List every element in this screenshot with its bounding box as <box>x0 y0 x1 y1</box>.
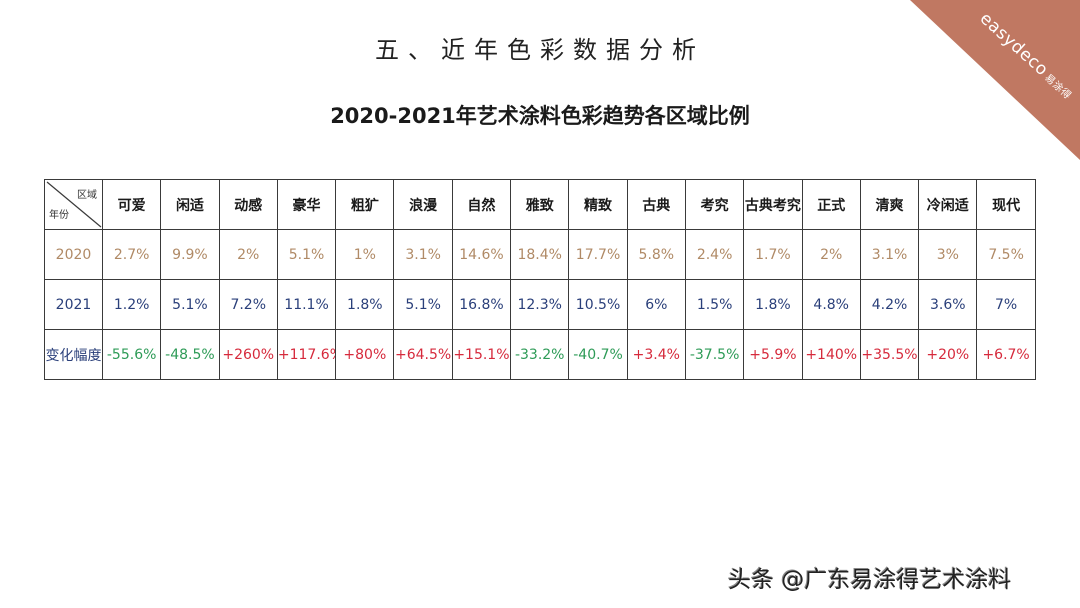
column-header: 粗犷 <box>335 179 395 230</box>
section-title: 五、近年色彩数据分析 <box>375 36 705 64</box>
change-cell: +15.1% <box>451 329 512 380</box>
value-cell: 16.8% <box>451 279 512 330</box>
change-cell: -48.5% <box>160 329 220 380</box>
row-label: 变化幅度 <box>44 329 103 380</box>
table-row: 变化幅度-55.6%-48.5%+260%+117.6%+80%+64.5%+1… <box>44 329 1036 380</box>
column-header: 可爱 <box>101 179 162 230</box>
year-label: 年份 <box>49 210 69 221</box>
value-cell: 7.5% <box>976 229 1036 280</box>
column-header: 浪漫 <box>393 179 453 230</box>
column-header: 雅致 <box>510 179 570 230</box>
value-cell: 5.1% <box>276 229 337 280</box>
column-header: 冷闲适 <box>918 179 978 230</box>
value-cell: 18.4% <box>510 229 570 280</box>
value-cell: 3% <box>918 229 978 280</box>
color-trend-table: 区域 年份 可爱 闲适 动感 豪华 粗犷 浪漫 自然 雅致 精致 古典 考究 古典考究 正式 清爽 冷闲适 现代 2… <box>44 179 1036 380</box>
change-cell: +3.4% <box>626 329 686 380</box>
value-cell: 9.9% <box>160 229 220 280</box>
change-cell: -40.7% <box>568 329 628 380</box>
value-cell: 2% <box>801 229 861 280</box>
column-header: 闲适 <box>160 179 220 230</box>
value-cell: 7.2% <box>218 279 278 330</box>
change-cell: +20% <box>918 329 978 380</box>
value-cell: 6% <box>626 279 686 330</box>
table-row: 2020 2.7% 9.9% 2% 5.1% 1% 3.1% 14.6% 18.4% 17.7% 5… <box>44 229 1036 280</box>
change-cell: +6.7% <box>976 329 1036 380</box>
table-row: 2021 1.2% 5.1% 7.2% 11.1% 1.8% 5.1% 16.8% 12.3% 1… <box>44 279 1036 330</box>
value-cell: 1.5% <box>684 279 745 330</box>
change-cell: +260% <box>218 329 278 380</box>
column-header: 现代 <box>976 179 1036 230</box>
value-cell: 1.2% <box>101 279 162 330</box>
value-cell: 2.7% <box>101 229 162 280</box>
change-cell: +117.6% <box>276 329 337 380</box>
value-cell: 4.8% <box>801 279 861 330</box>
diagonal-divider <box>46 181 102 228</box>
value-cell: 10.5% <box>568 279 628 330</box>
value-cell: 5.1% <box>393 279 453 330</box>
column-header: 古典考究 <box>743 179 803 230</box>
value-cell: 2% <box>218 229 278 280</box>
column-header: 古典 <box>626 179 686 230</box>
corner-header-cell: 区域 年份 <box>44 179 103 230</box>
value-cell: 4.2% <box>859 279 920 330</box>
row-label: 2021 <box>44 279 103 330</box>
value-cell: 14.6% <box>451 229 512 280</box>
change-cell: +140% <box>801 329 861 380</box>
value-cell: 12.3% <box>510 279 570 330</box>
watermark: 头条 @广东易涂得艺术涂料 <box>728 567 1012 593</box>
region-label: 区域 <box>77 190 97 201</box>
change-cell: +64.5% <box>393 329 453 380</box>
column-header: 清爽 <box>859 179 920 230</box>
value-cell: 1% <box>335 229 395 280</box>
value-cell: 3.1% <box>393 229 453 280</box>
column-header: 考究 <box>684 179 745 230</box>
table-title: 2020-2021年艺术涂料色彩趋势各区域比例 <box>330 104 750 128</box>
change-cell: +5.9% <box>743 329 803 380</box>
change-cell: +80% <box>335 329 395 380</box>
value-cell: 11.1% <box>276 279 337 330</box>
value-cell: 5.1% <box>160 279 220 330</box>
value-cell: 3.1% <box>859 229 920 280</box>
row-label: 2020 <box>44 229 103 280</box>
column-header: 动感 <box>218 179 278 230</box>
column-header: 豪华 <box>276 179 337 230</box>
change-cell: -37.5% <box>684 329 745 380</box>
change-cell: -55.6% <box>101 329 162 380</box>
value-cell: 3.6% <box>918 279 978 330</box>
value-cell: 1.8% <box>743 279 803 330</box>
value-cell: 7% <box>976 279 1036 330</box>
change-cell: +35.5% <box>859 329 920 380</box>
value-cell: 1.7% <box>743 229 803 280</box>
value-cell: 2.4% <box>684 229 745 280</box>
change-cell: -33.2% <box>510 329 570 380</box>
value-cell: 5.8% <box>626 229 686 280</box>
column-header: 精致 <box>568 179 628 230</box>
column-header: 自然 <box>451 179 512 230</box>
value-cell: 17.7% <box>568 229 628 280</box>
column-header: 正式 <box>801 179 861 230</box>
value-cell: 1.8% <box>335 279 395 330</box>
header-row: 区域 年份 可爱 闲适 动感 豪华 粗犷 浪漫 自然 雅致 精致 古典 考究 古典考究 正式 清爽 冷闲适 现代 <box>44 179 1036 230</box>
